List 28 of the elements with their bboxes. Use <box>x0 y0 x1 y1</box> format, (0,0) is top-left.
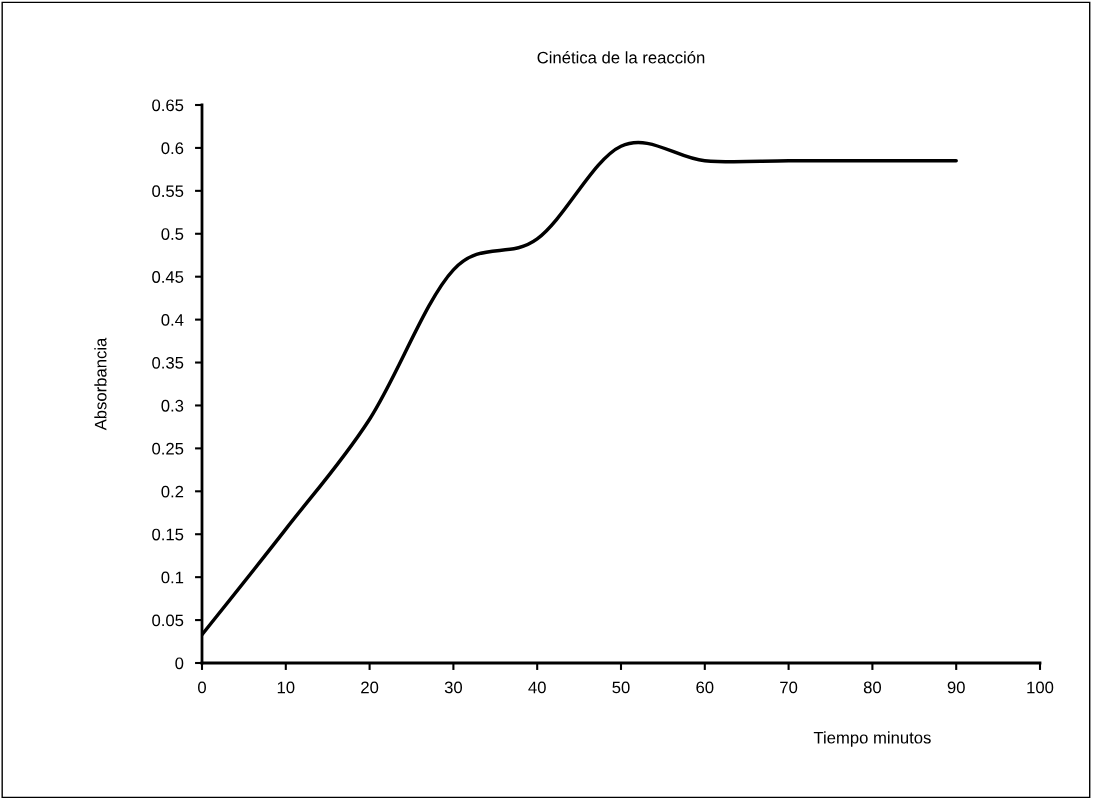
chart-title: Cinética de la reacción <box>537 51 705 64</box>
y-tick-label: 0.55 <box>152 185 184 198</box>
y-tick-label: 0.05 <box>152 614 184 627</box>
x-tick-label: 90 <box>947 681 965 694</box>
x-tick-label: 80 <box>863 681 882 694</box>
y-tick-label: 0.15 <box>152 528 184 541</box>
x-tick-label: 0 <box>198 681 206 694</box>
x-tick-label: 60 <box>696 681 714 694</box>
x-tick-label: 20 <box>361 681 379 694</box>
y-tick-label: 0.5 <box>161 228 184 240</box>
y-tick-label: 0.45 <box>152 271 184 283</box>
x-axis-title: Tiempo minutos <box>813 731 931 747</box>
x-tick-label: 40 <box>528 681 546 694</box>
y-tick-label: 0.25 <box>152 442 184 455</box>
y-tick-label: 0.3 <box>161 399 184 412</box>
y-tick-label: 0.2 <box>161 485 184 498</box>
y-tick-label: 0.1 <box>161 571 184 584</box>
y-tick-label: 0 <box>175 657 184 670</box>
y-tick-label: 0.65 <box>152 99 184 112</box>
x-tick-label: 10 <box>277 681 295 694</box>
y-axis-title: Absorbancia <box>94 337 107 431</box>
y-tick-label: 0.4 <box>161 314 184 326</box>
x-tick-label: 30 <box>444 681 463 694</box>
x-tick-label: 70 <box>780 681 798 694</box>
y-tick-label: 0.6 <box>161 142 184 155</box>
x-tick-label: 50 <box>612 681 630 694</box>
y-tick-label: 0.35 <box>152 356 184 369</box>
x-tick-label: 100 <box>1027 681 1054 694</box>
